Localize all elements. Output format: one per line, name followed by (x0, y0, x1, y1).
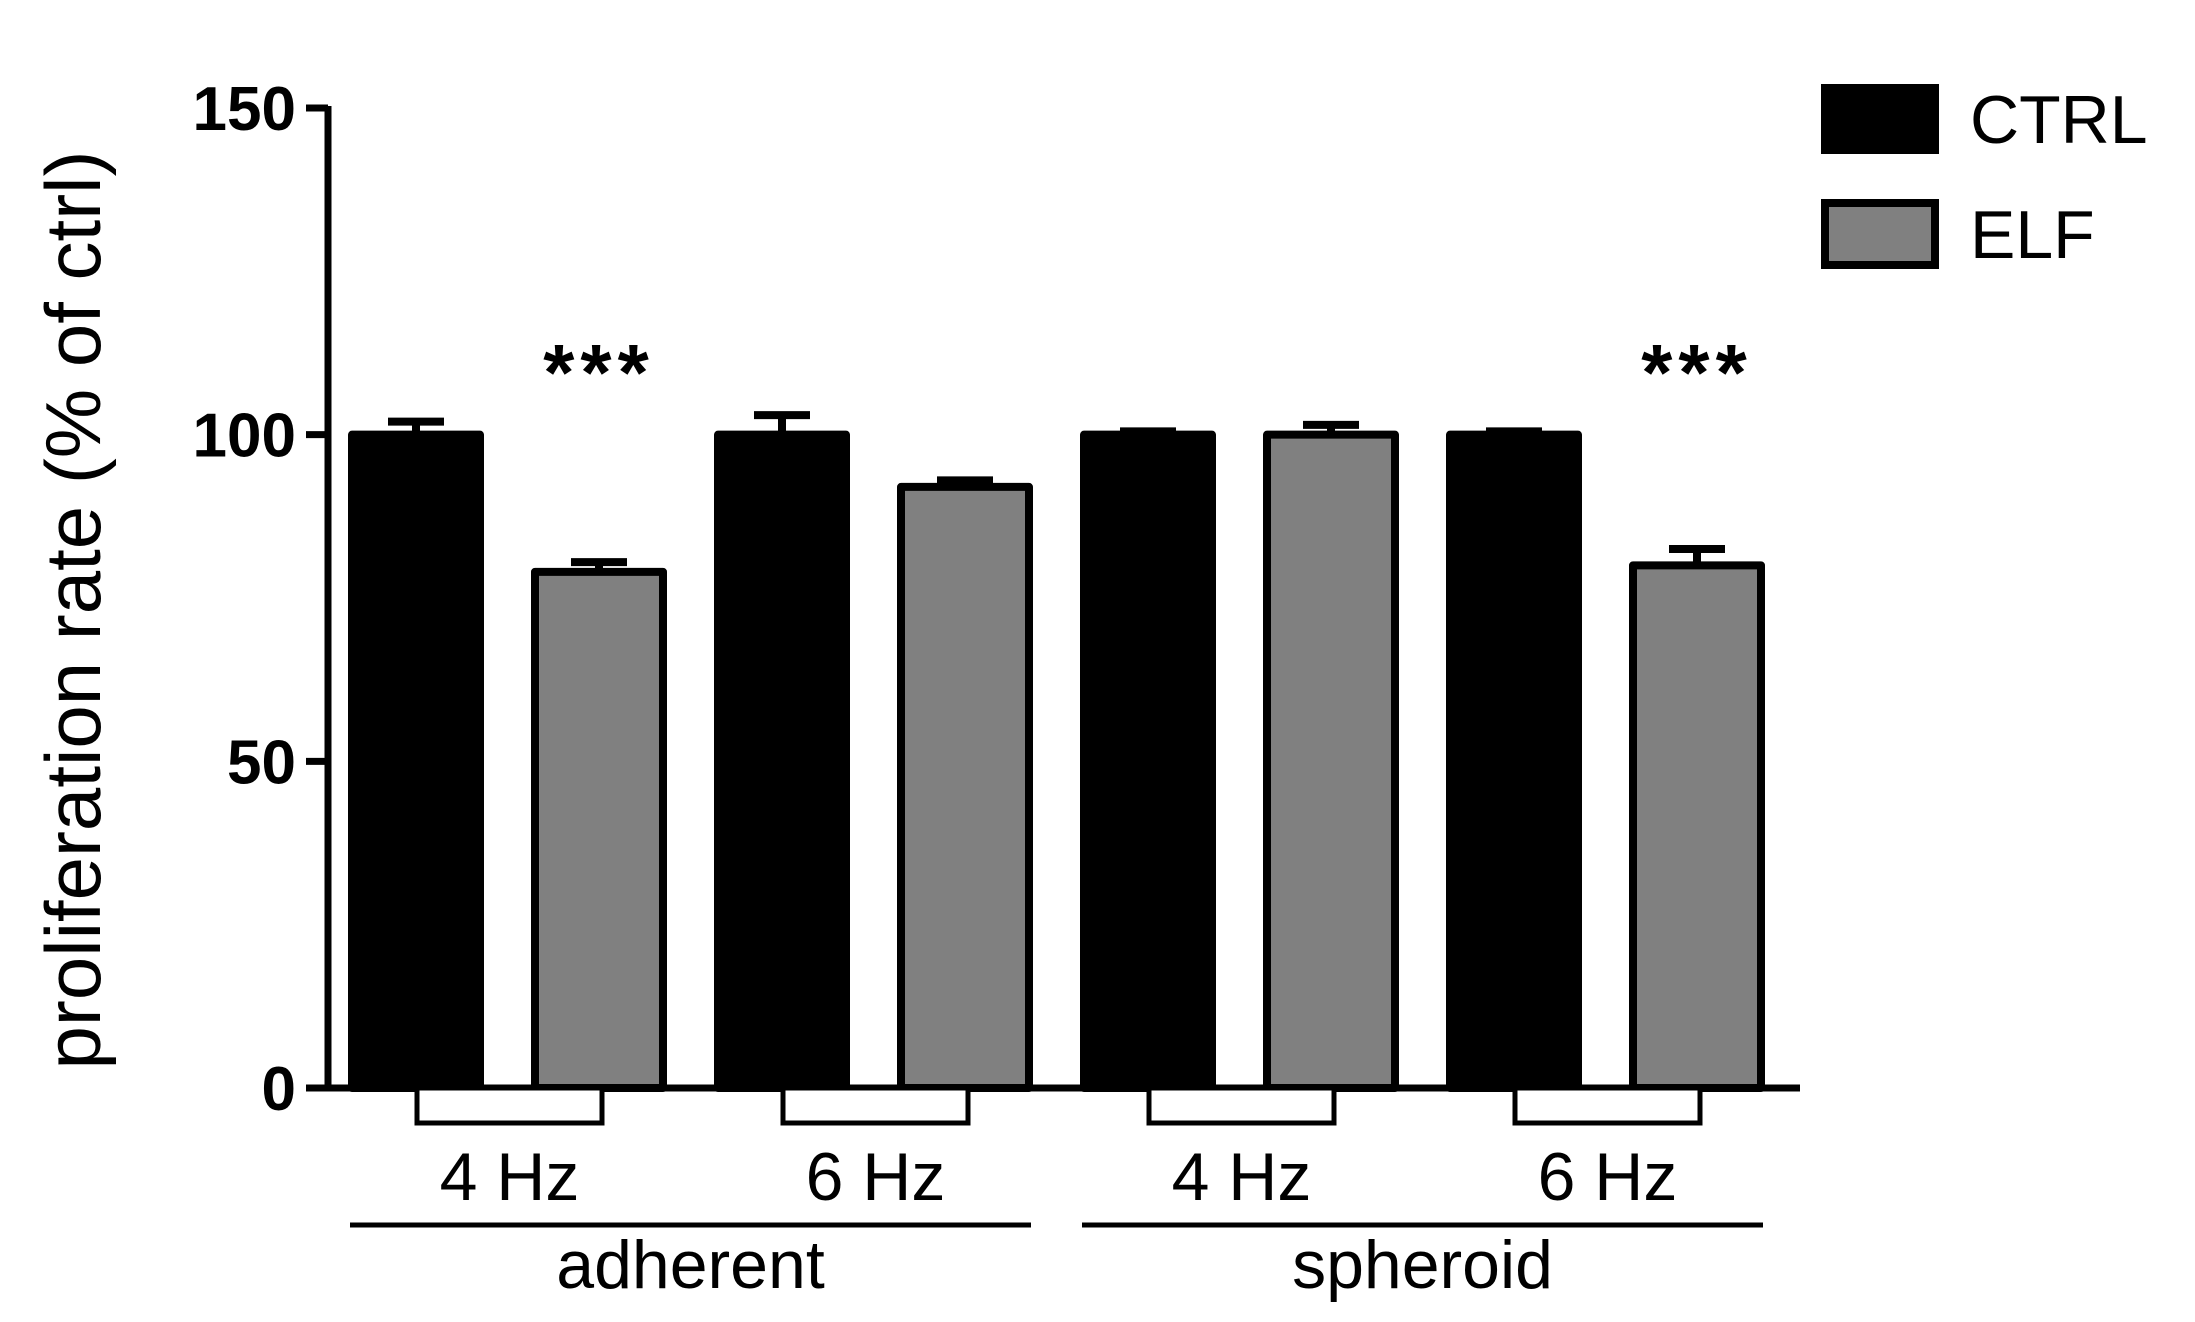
bar-elf (1629, 561, 1765, 1092)
category-bracket (1512, 1085, 1703, 1126)
bars (348, 411, 1765, 1092)
y-ticks: 0 50 100 150 (193, 75, 328, 1124)
significance-marker: *** (1641, 328, 1752, 417)
y-tick-label: 0 (262, 1055, 296, 1124)
legend-swatch-elf (1821, 199, 1939, 269)
bar-ctrl (1080, 430, 1216, 1092)
bar-elf (1263, 430, 1399, 1092)
category-bracket (414, 1085, 605, 1126)
bar-ctrl (1446, 430, 1582, 1092)
category-bracket (780, 1085, 971, 1126)
bar-elf (897, 482, 1033, 1092)
category-label: 4 Hz (1172, 1139, 1312, 1215)
bar-ctrl (714, 430, 850, 1092)
x-labels: 4 Hz 6 Hz 4 Hz 6 Hz adherent spheroid (350, 1085, 1763, 1303)
bar-elf (531, 567, 667, 1092)
y-tick-label: 150 (193, 75, 296, 144)
category-label: 6 Hz (1538, 1139, 1678, 1215)
y-tick-label: 100 (193, 402, 296, 471)
bar-ctrl (348, 430, 484, 1092)
category-label: 6 Hz (806, 1139, 946, 1215)
legend-swatch-ctrl (1821, 84, 1939, 154)
group-label: adherent (556, 1227, 825, 1303)
y-axis-label: proliferation rate (% of ctrl) (29, 151, 117, 1070)
category-label: 4 Hz (440, 1139, 580, 1215)
group-label: spheroid (1292, 1227, 1553, 1303)
legend-label-ctrl: CTRL (1970, 82, 2148, 158)
significance-marker: *** (543, 328, 654, 417)
category-bracket (1146, 1085, 1337, 1126)
legend-label-elf: ELF (1970, 197, 2095, 273)
legend: CTRL ELF (1821, 82, 2148, 273)
y-tick-label: 50 (227, 728, 296, 797)
significance-annotations: *** *** (543, 328, 1752, 417)
